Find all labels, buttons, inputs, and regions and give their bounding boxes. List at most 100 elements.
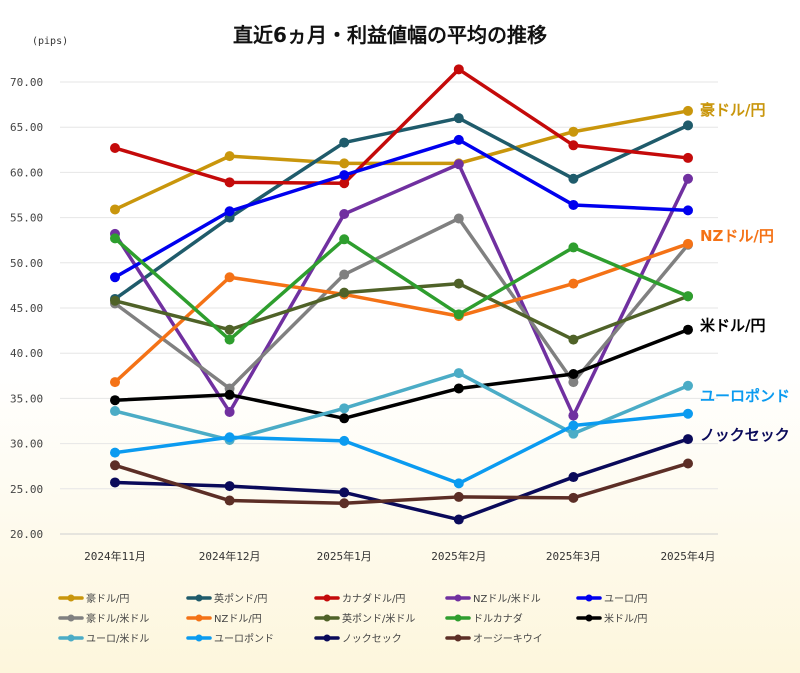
- legend-marker: [323, 614, 331, 622]
- legend-marker: [454, 594, 462, 602]
- x-tick-label: 2024年11月: [84, 549, 146, 563]
- legend-label: ユーロポンド: [214, 633, 274, 645]
- legend-label: オージーキウイ: [473, 633, 543, 645]
- unit-label: (pips): [32, 36, 68, 47]
- end-label: 豪ドル/円: [700, 101, 765, 119]
- data-point: [683, 152, 693, 163]
- x-tick-label: 2024年12月: [199, 549, 261, 563]
- data-point: [453, 213, 464, 224]
- legend-marker: [323, 634, 331, 642]
- data-point: [224, 151, 235, 162]
- y-tick-label: 60.00: [10, 166, 43, 179]
- data-point: [568, 377, 579, 388]
- legend-label: ドルカナダ: [473, 612, 523, 625]
- data-point: [110, 272, 120, 283]
- legend-item: NZドル/円: [186, 614, 262, 625]
- data-point: [224, 481, 235, 492]
- data-point: [568, 126, 579, 137]
- data-point: [339, 487, 350, 498]
- series: [110, 64, 693, 189]
- data-point: [453, 309, 464, 320]
- data-point: [110, 406, 120, 417]
- data-point: [683, 105, 693, 116]
- legend-marker: [585, 614, 593, 622]
- series: [110, 233, 693, 345]
- legend-label: 英ポンド/米ドル: [342, 612, 415, 625]
- data-point: [339, 498, 350, 509]
- legend-marker: [585, 594, 593, 602]
- series: [110, 324, 693, 424]
- data-point: [224, 432, 235, 443]
- end-label: ノックセック: [700, 426, 790, 444]
- data-point: [568, 278, 579, 289]
- data-point: [339, 403, 350, 414]
- legend-marker: [67, 614, 75, 622]
- legend-item: 豪ドル/米ドル: [58, 612, 149, 625]
- y-tick-label: 35.00: [10, 392, 43, 405]
- series: [110, 134, 693, 283]
- series-line: [113, 242, 690, 384]
- legend-item: ノックセック: [314, 633, 402, 645]
- y-tick-label: 25.00: [10, 483, 43, 496]
- data-point: [339, 208, 350, 219]
- legend-item: ドルカナダ: [445, 612, 523, 625]
- data-point: [453, 64, 464, 75]
- legend-marker: [454, 634, 462, 642]
- data-point: [453, 514, 464, 525]
- series: [110, 113, 693, 304]
- data-point: [568, 410, 579, 421]
- data-point: [224, 272, 235, 283]
- legend-item: 豪ドル/円: [58, 592, 129, 605]
- y-axis-ticks: 20.00 25.00 30.00 35.00 40.00 45.00 50.00 55.00…: [10, 76, 43, 541]
- data-point: [683, 238, 693, 249]
- series: [110, 458, 693, 509]
- legend-marker: [323, 594, 331, 602]
- legend-item: 英ポンド/円: [186, 592, 267, 605]
- series-line: [113, 67, 690, 185]
- data-point: [224, 495, 235, 506]
- data-point: [683, 324, 693, 335]
- data-point: [453, 278, 464, 289]
- legend-item: 米ドル/円: [576, 612, 647, 625]
- legend-label: 豪ドル/米ドル: [86, 612, 149, 625]
- data-point: [683, 458, 693, 469]
- data-point: [683, 434, 693, 445]
- end-label: NZドル/円: [700, 227, 774, 245]
- series: [110, 159, 693, 421]
- x-tick-label: 2025年4月: [660, 549, 715, 563]
- data-point: [339, 170, 350, 181]
- data-point: [683, 120, 693, 131]
- legend-item: ユーロ/円: [576, 594, 647, 605]
- data-point: [224, 206, 235, 217]
- x-tick-label: 2025年3月: [546, 549, 601, 563]
- data-point: [453, 159, 464, 170]
- data-point: [339, 435, 350, 446]
- data-point: [683, 205, 693, 216]
- data-point: [453, 134, 464, 145]
- legend-marker: [195, 594, 203, 602]
- data-point: [683, 380, 693, 391]
- legend-label: NZドル/円: [214, 614, 262, 625]
- chart-title: 直近6ヵ月・利益値幅の平均の推移: [233, 23, 547, 47]
- series: [110, 408, 693, 489]
- data-point: [568, 368, 579, 379]
- data-point: [110, 377, 120, 388]
- data-point: [110, 477, 120, 488]
- data-point: [568, 334, 579, 345]
- data-point: [110, 142, 120, 153]
- legend-item: 英ポンド/米ドル: [314, 612, 415, 625]
- series-lines: [110, 64, 693, 525]
- data-point: [568, 420, 579, 431]
- series-line: [113, 327, 690, 421]
- data-point: [339, 287, 350, 298]
- y-tick-label: 50.00: [10, 257, 43, 270]
- legend-label: 豪ドル/円: [86, 592, 129, 605]
- data-point: [110, 460, 120, 471]
- data-point: [339, 413, 350, 424]
- data-point: [568, 173, 579, 184]
- series-line: [113, 281, 690, 342]
- series-line: [113, 461, 690, 506]
